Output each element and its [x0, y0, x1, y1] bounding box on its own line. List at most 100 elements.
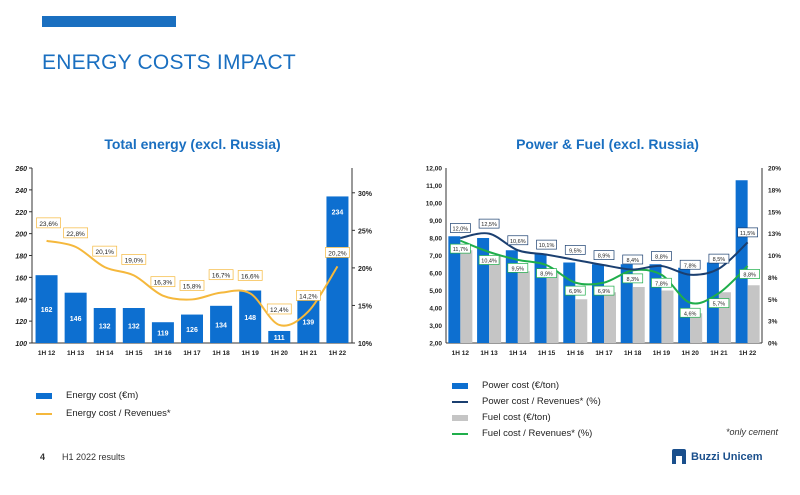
y2-tick-label: 15% — [768, 209, 781, 216]
power-cost-bar — [477, 238, 490, 343]
ratio-label-box — [150, 276, 176, 288]
bar-value-label: 148 — [244, 315, 256, 322]
energy-bar — [239, 290, 262, 343]
logo-mark-icon — [672, 449, 686, 464]
y-tick-label: 7,00 — [429, 253, 442, 260]
bar-value-label: 111 — [274, 335, 285, 342]
energy-bar — [93, 308, 116, 343]
legend-item-fuel-ratio: Fuel cost / Revenues* (%) — [452, 428, 592, 439]
ratio-label: 16,6% — [241, 273, 260, 280]
power-ratio-label: 12,0% — [453, 227, 469, 233]
ratio-label: 20,2% — [328, 250, 347, 257]
fuel-ratio-label-box — [507, 263, 529, 273]
y2-tick-label: 20% — [358, 266, 373, 273]
fuel-ratio-label: 6,9% — [569, 289, 582, 295]
power-ratio-label-box — [737, 227, 758, 238]
fuel-ratio-line — [459, 239, 749, 305]
fuel-cost-bar — [690, 313, 703, 343]
energy-bar — [181, 314, 203, 343]
x-tick-label: 1H 20 — [682, 350, 700, 357]
legend-swatch-line — [452, 432, 468, 435]
energy-bar — [35, 275, 58, 343]
x-tick-label: 1H 16 — [567, 350, 585, 357]
ratio-label-box — [266, 303, 292, 315]
footnote: *only cement — [726, 427, 779, 437]
x-tick-label: 1H 22 — [739, 350, 757, 357]
chart2-title: Power & Fuel (excl. Russia) — [516, 136, 699, 152]
legend-label: Energy cost / Revenues* — [66, 408, 171, 419]
power-ratio-label-box — [536, 239, 557, 250]
ratio-label-box — [36, 217, 61, 229]
y-tick-label: 160 — [15, 275, 27, 282]
power-cost-bar — [620, 264, 633, 343]
fuel-ratio-label: 8,9% — [540, 272, 553, 278]
fuel-cost-bar — [489, 255, 502, 343]
ratio-label: 23,6% — [39, 221, 58, 228]
x-tick-label: 1H 20 — [271, 350, 289, 357]
legend-item-energy-cost: Energy cost (€m) — [36, 390, 138, 401]
fuel-ratio-label-box — [651, 277, 672, 288]
x-tick-label: 1H 16 — [154, 350, 172, 357]
y-tick-label: 12,00 — [426, 166, 443, 173]
fuel-ratio-label-box — [593, 285, 615, 296]
y2-tick-label: 18% — [768, 187, 781, 194]
fuel-ratio-label-box — [564, 285, 586, 296]
energy-bar — [268, 330, 291, 343]
company-logo: Buzzi Unicem — [672, 449, 763, 464]
bar-value-label: 132 — [128, 324, 140, 331]
energy-bar — [210, 305, 233, 343]
ratio-label: 20,1% — [96, 249, 115, 256]
y2-tick-label: 20% — [768, 166, 781, 173]
ratio-label-box — [208, 269, 234, 281]
y-tick-label: 9,00 — [429, 218, 442, 225]
fuel-cost-bar — [575, 299, 588, 343]
power-ratio-label-box — [708, 253, 730, 264]
ratio-label: 16,3% — [154, 280, 173, 287]
y2-tick-label: 10% — [768, 253, 781, 260]
legend-swatch-bar — [452, 382, 468, 389]
power-cost-bar — [448, 236, 461, 343]
legend-swatch-bar — [452, 414, 468, 421]
fuel-ratio-label-box — [622, 273, 644, 284]
y2-tick-label: 25% — [358, 228, 373, 235]
x-tick-label: 1H 15 — [125, 350, 143, 357]
x-tick-label: 1H 18 — [212, 350, 230, 357]
bar-value-label: 234 — [332, 209, 344, 216]
power-ratio-label: 10,1% — [539, 243, 555, 249]
fuel-ratio-label-box — [536, 268, 557, 278]
legend-item-power-ratio: Power cost / Revenues* (%) — [452, 396, 601, 407]
y-tick-label: 3,00 — [429, 323, 442, 330]
x-tick-label: 1H 22 — [329, 350, 347, 357]
energy-bar — [151, 322, 174, 343]
power-ratio-label: 8,5% — [713, 257, 726, 263]
power-ratio-label: 8,4% — [626, 258, 639, 264]
x-tick-label: 1H 21 — [300, 350, 318, 357]
chart1-title: Total energy (excl. Russia) — [104, 136, 281, 152]
x-tick-label: 1H 19 — [653, 350, 671, 357]
fuel-ratio-label-box — [708, 298, 730, 308]
power-cost-bar — [649, 264, 662, 343]
power-ratio-label-box — [478, 218, 500, 229]
energy-bar — [122, 308, 145, 343]
y2-tick-label: 3% — [768, 319, 778, 326]
y-tick-label: 180 — [15, 254, 27, 261]
x-tick-label: 1H 14 — [509, 350, 527, 357]
power-ratio-line — [460, 232, 749, 276]
energy-bar — [297, 300, 320, 343]
fuel-ratio-label: 7,8% — [655, 281, 668, 287]
fuel-ratio-label: 8,8% — [743, 273, 756, 279]
power-ratio-label-box — [507, 235, 529, 246]
power-ratio-label: 8,9% — [598, 254, 611, 260]
ratio-label: 19,0% — [125, 257, 144, 264]
fuel-cost-bar — [546, 273, 559, 343]
fuel-ratio-label: 5,7% — [713, 302, 726, 308]
power-cost-bar — [678, 267, 691, 343]
page-title: ENERGY COSTS IMPACT — [42, 51, 296, 74]
y2-tick-label: 15% — [358, 303, 373, 310]
y2-tick-label: 30% — [358, 191, 373, 198]
bar-value-label: 139 — [303, 320, 315, 327]
fuel-ratio-label: 9,5% — [512, 266, 525, 272]
energy-bar — [64, 292, 87, 343]
power-ratio-label: 12,5% — [481, 222, 497, 228]
